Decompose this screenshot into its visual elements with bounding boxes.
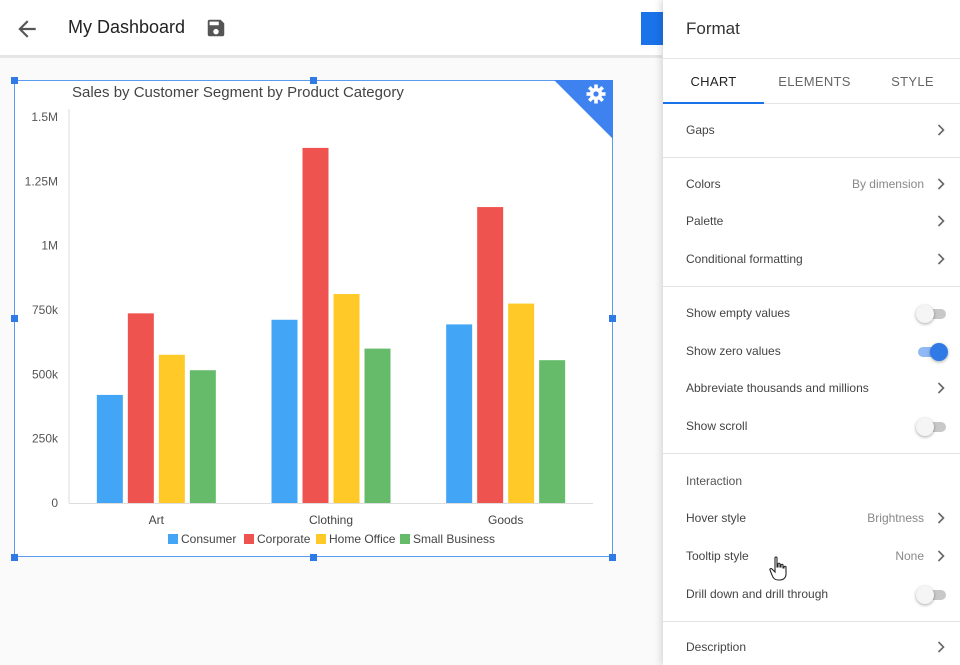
palette-label: Palette [686,214,724,228]
page-title: My Dashboard [68,17,186,37]
show-scroll-label: Show scroll [686,419,748,433]
resize-handle[interactable] [310,77,317,84]
divider [663,157,960,158]
panel-title: Format [686,19,740,38]
chart-widget[interactable]: Sales by Customer Segment by Product Cat… [14,80,613,557]
drill-toggle[interactable] [916,586,948,604]
chevron-right-icon [937,253,945,265]
legend-swatch [316,534,326,544]
show-empty-values-toggle[interactable] [916,305,948,323]
y-tick-label: 1.25M [25,174,58,188]
show-empty-values-label: Show empty values [686,306,791,320]
conditional-formatting-row[interactable]: Conditional formatting [663,241,960,277]
x-tick-label: Goods [488,513,523,527]
gaps-row[interactable]: Gaps [663,112,960,148]
y-tick-label: 0 [51,496,58,510]
bar-consumer [96,394,123,503]
bar-home-office [158,354,185,503]
y-tick-label: 250k [32,432,59,446]
hover-style-value: Brightness [867,511,924,525]
chevron-right-icon [937,382,945,394]
tooltip-style-row[interactable]: Tooltip style None [663,538,960,574]
resize-handle[interactable] [11,315,18,322]
chevron-right-icon [937,124,945,136]
hover-style-label: Hover style [686,511,747,525]
y-tick-label: 1.5M [31,110,58,124]
chevron-right-icon [937,178,945,190]
widget-settings-button[interactable] [554,80,613,139]
legend-swatch [244,534,254,544]
bar-consumer [271,319,298,503]
legend-label: Home Office [329,532,396,546]
hand-cursor-icon [769,556,787,581]
description-row[interactable]: Description [663,629,960,665]
legend-label: Consumer [181,532,236,546]
chevron-right-icon [937,550,945,562]
show-empty-values-row[interactable]: Show empty values [663,295,960,331]
x-tick-label: Art [149,513,165,527]
y-tick-label: 750k [32,303,59,317]
colors-value: By dimension [851,177,924,191]
y-tick-label: 500k [32,367,59,381]
tab-style[interactable]: STYLE [891,74,934,89]
gear-icon [586,84,606,104]
chevron-right-icon [937,641,945,653]
chevron-right-icon [937,512,945,524]
divider [663,453,960,454]
abbreviate-row[interactable]: Abbreviate thousands and millions [663,370,960,406]
description-label: Description [686,640,747,654]
show-scroll-row[interactable]: Show scroll [663,408,960,444]
bar-small-business [539,360,566,503]
divider [663,286,960,287]
tooltip-style-label: Tooltip style [686,549,749,563]
colors-label: Colors [686,177,721,191]
legend-swatch [400,534,410,544]
bar-chart: Sales by Customer Segment by Product Cat… [25,84,593,546]
bar-corporate [302,147,329,503]
abbreviate-label: Abbreviate thousands and millions [686,381,869,395]
tooltip-style-value: None [895,549,924,563]
show-zero-values-label: Show zero values [686,344,781,358]
resize-handle[interactable] [609,315,616,322]
bar-corporate [477,207,504,504]
resize-handle[interactable] [11,554,18,561]
primary-action-button[interactable] [641,12,663,45]
bar-corporate [127,313,154,503]
arrow-back-icon[interactable] [14,16,40,42]
bar-home-office [508,303,535,503]
divider [663,621,960,622]
legend-label: Corporate [257,532,311,546]
bar-small-business [364,348,391,503]
show-zero-values-toggle[interactable] [916,343,948,361]
hover-style-row[interactable]: Hover style Brightness [663,500,960,536]
show-scroll-toggle[interactable] [916,418,948,436]
bar-consumer [446,324,473,503]
x-tick-label: Clothing [309,513,353,527]
gaps-label: Gaps [686,123,715,137]
legend-label: Small Business [413,532,495,546]
colors-row[interactable]: Colors By dimension [663,166,960,202]
conditional-formatting-label: Conditional formatting [686,252,803,266]
drill-label: Drill down and drill through [686,587,829,601]
chevron-right-icon [937,215,945,227]
show-zero-values-row[interactable]: Show zero values [663,333,960,369]
resize-handle[interactable] [609,554,616,561]
top-bar: My Dashboard [0,0,663,58]
chart-title: Sales by Customer Segment by Product Cat… [72,84,404,101]
format-panel: Format CHART ELEMENTS STYLE Gaps Colors … [663,0,960,665]
resize-handle[interactable] [310,554,317,561]
format-tabs: CHART ELEMENTS STYLE [663,58,960,104]
drill-row[interactable]: Drill down and drill through [663,576,960,612]
resize-handle[interactable] [11,77,18,84]
tab-elements[interactable]: ELEMENTS [778,74,851,89]
legend-swatch [168,534,178,544]
save-icon[interactable] [205,17,227,39]
bar-small-business [189,370,216,503]
palette-row[interactable]: Palette [663,203,960,239]
interaction-section-label: Interaction [686,474,743,488]
bar-home-office [333,294,360,503]
tab-chart[interactable]: CHART [663,59,764,104]
y-tick-label: 1M [41,239,58,253]
